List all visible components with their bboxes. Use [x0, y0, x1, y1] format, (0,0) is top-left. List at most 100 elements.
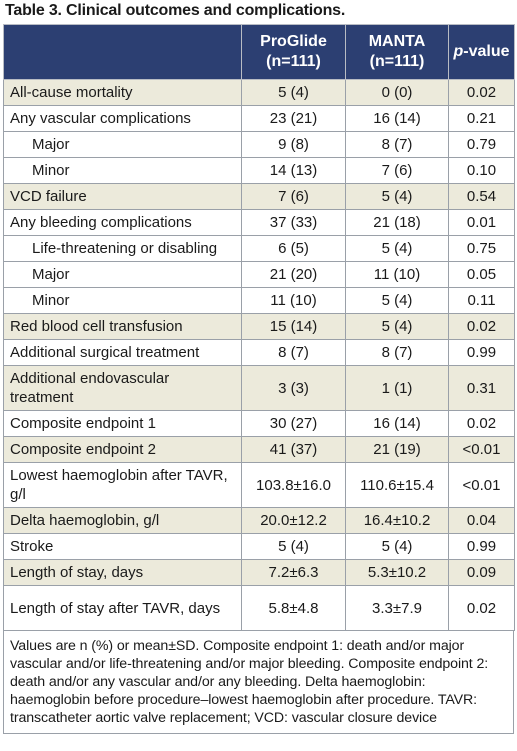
proglide-value: 21 (20) — [241, 261, 346, 288]
manta-value: 21 (19) — [345, 436, 449, 463]
row-label: Composite endpoint 2 — [3, 436, 242, 463]
p-value: 0.02 — [448, 585, 515, 631]
row-label: VCD failure — [3, 183, 242, 210]
proglide-value: 5.8±4.8 — [241, 585, 346, 631]
proglide-value: 7.2±6.3 — [241, 559, 346, 586]
p-value: <0.01 — [448, 462, 515, 508]
row-label: Length of stay after TAVR, days — [3, 585, 242, 631]
manta-value: 5 (4) — [345, 183, 449, 210]
header-row: ProGlide (n=111) MANTA (n=111) p-value — [3, 24, 515, 80]
table-row: Stroke 5 (4) 5 (4) 0.99 — [3, 533, 515, 560]
table-row: VCD failure 7 (6) 5 (4) 0.54 — [3, 183, 515, 210]
header-proglide: ProGlide (n=111) — [241, 24, 346, 80]
p-value: 0.09 — [448, 559, 515, 586]
p-value: 0.10 — [448, 157, 515, 184]
row-label: Life-threatening or disabling — [3, 235, 242, 262]
manta-value: 8 (7) — [345, 131, 449, 158]
table-row: All-cause mortality 5 (4) 0 (0) 0.02 — [3, 79, 515, 106]
p-value: 0.02 — [448, 313, 515, 340]
outcomes-table: ProGlide (n=111) MANTA (n=111) p-value All… — [3, 24, 515, 631]
row-label: Minor — [3, 157, 242, 184]
p-value: 0.02 — [448, 410, 515, 437]
manta-value: 1 (1) — [345, 365, 449, 411]
proglide-value: 3 (3) — [241, 365, 346, 411]
proglide-value: 103.8±16.0 — [241, 462, 346, 508]
row-label: Minor — [3, 287, 242, 314]
proglide-value: 7 (6) — [241, 183, 346, 210]
proglide-value: 15 (14) — [241, 313, 346, 340]
table-title: Table 3. Clinical outcomes and complicat… — [5, 2, 346, 19]
table-row: Major 21 (20) 11 (10) 0.05 — [3, 261, 515, 288]
proglide-value: 14 (13) — [241, 157, 346, 184]
row-label: Any bleeding complications — [3, 209, 242, 236]
proglide-value: 8 (7) — [241, 339, 346, 366]
row-label: Stroke — [3, 533, 242, 560]
manta-value: 5.3±10.2 — [345, 559, 449, 586]
p-value: 0.54 — [448, 183, 515, 210]
table-row: Additional surgical treatment 8 (7) 8 (7) 0… — [3, 339, 515, 366]
p-value: 0.21 — [448, 105, 515, 132]
table-row: Composite endpoint 2 41 (37) 21 (19) <0.01 — [3, 436, 515, 463]
manta-value: 16 (14) — [345, 105, 449, 132]
table-row: Composite endpoint 1 30 (27) 16 (14) 0.02 — [3, 410, 515, 437]
row-label: Delta haemoglobin, g/l — [3, 507, 242, 534]
manta-value: 110.6±15.4 — [345, 462, 449, 508]
table-container: Table 3. Clinical outcomes and complicat… — [3, 0, 515, 734]
table-row: Any bleeding complications 37 (33) 21 (18)… — [3, 209, 515, 236]
table-footnote: Values are n (%) or mean±SD. Composite e… — [3, 631, 514, 734]
manta-value: 0 (0) — [345, 79, 449, 106]
p-value: 0.99 — [448, 533, 515, 560]
p-value: 0.79 — [448, 131, 515, 158]
manta-value: 5 (4) — [345, 533, 449, 560]
p-value: <0.01 — [448, 436, 515, 463]
p-value: 0.99 — [448, 339, 515, 366]
manta-value: 16.4±10.2 — [345, 507, 449, 534]
manta-value: 8 (7) — [345, 339, 449, 366]
table-row: Minor 14 (13) 7 (6) 0.10 — [3, 157, 515, 184]
proglide-value: 30 (27) — [241, 410, 346, 437]
proglide-value: 11 (10) — [241, 287, 346, 314]
header-label-column — [3, 24, 242, 80]
table-row: Additional endovascular treatment 3 (3) 1 … — [3, 365, 515, 411]
header-manta: MANTA (n=111) — [345, 24, 449, 80]
proglide-value: 23 (21) — [241, 105, 346, 132]
table-row: Length of stay after TAVR, days 5.8±4.8 3.… — [3, 585, 515, 631]
row-label: Major — [3, 131, 242, 158]
proglide-value: 5 (4) — [241, 79, 346, 106]
table-body: All-cause mortality 5 (4) 0 (0) 0.02 Any vas… — [3, 79, 515, 631]
table-row: Minor 11 (10) 5 (4) 0.11 — [3, 287, 515, 314]
p-value: 0.02 — [448, 79, 515, 106]
row-label: Red blood cell transfusion — [3, 313, 242, 340]
row-label: Any vascular complications — [3, 105, 242, 132]
table-row: Any vascular complications 23 (21) 16 (14)… — [3, 105, 515, 132]
p-value: 0.75 — [448, 235, 515, 262]
row-label: Length of stay, days — [3, 559, 242, 586]
proglide-value: 5 (4) — [241, 533, 346, 560]
row-label: Additional surgical treatment — [3, 339, 242, 366]
row-label: Composite endpoint 1 — [3, 410, 242, 437]
manta-value: 5 (4) — [345, 235, 449, 262]
header-p-value: p-value — [448, 24, 515, 80]
proglide-value: 6 (5) — [241, 235, 346, 262]
proglide-value: 37 (33) — [241, 209, 346, 236]
p-value: 0.05 — [448, 261, 515, 288]
manta-value: 11 (10) — [345, 261, 449, 288]
manta-value: 21 (18) — [345, 209, 449, 236]
p-value: 0.31 — [448, 365, 515, 411]
table-row: Red blood cell transfusion 15 (14) 5 (4) 0.… — [3, 313, 515, 340]
row-label: Major — [3, 261, 242, 288]
proglide-value: 9 (8) — [241, 131, 346, 158]
manta-value: 5 (4) — [345, 313, 449, 340]
row-label: Additional endovascular treatment — [3, 365, 242, 411]
proglide-value: 41 (37) — [241, 436, 346, 463]
row-label: Lowest haemoglobin after TAVR, g/l — [3, 462, 242, 508]
table-row: Lowest haemoglobin after TAVR, g/l 103.8±… — [3, 462, 515, 508]
table-row: Delta haemoglobin, g/l 20.0±12.2 16.4±10.2… — [3, 507, 515, 534]
p-value: 0.04 — [448, 507, 515, 534]
row-label: All-cause mortality — [3, 79, 242, 106]
proglide-value: 20.0±12.2 — [241, 507, 346, 534]
manta-value: 3.3±7.9 — [345, 585, 449, 631]
table-row: Life-threatening or disabling 6 (5) 5 (4) 0… — [3, 235, 515, 262]
manta-value: 7 (6) — [345, 157, 449, 184]
table-row: Major 9 (8) 8 (7) 0.79 — [3, 131, 515, 158]
